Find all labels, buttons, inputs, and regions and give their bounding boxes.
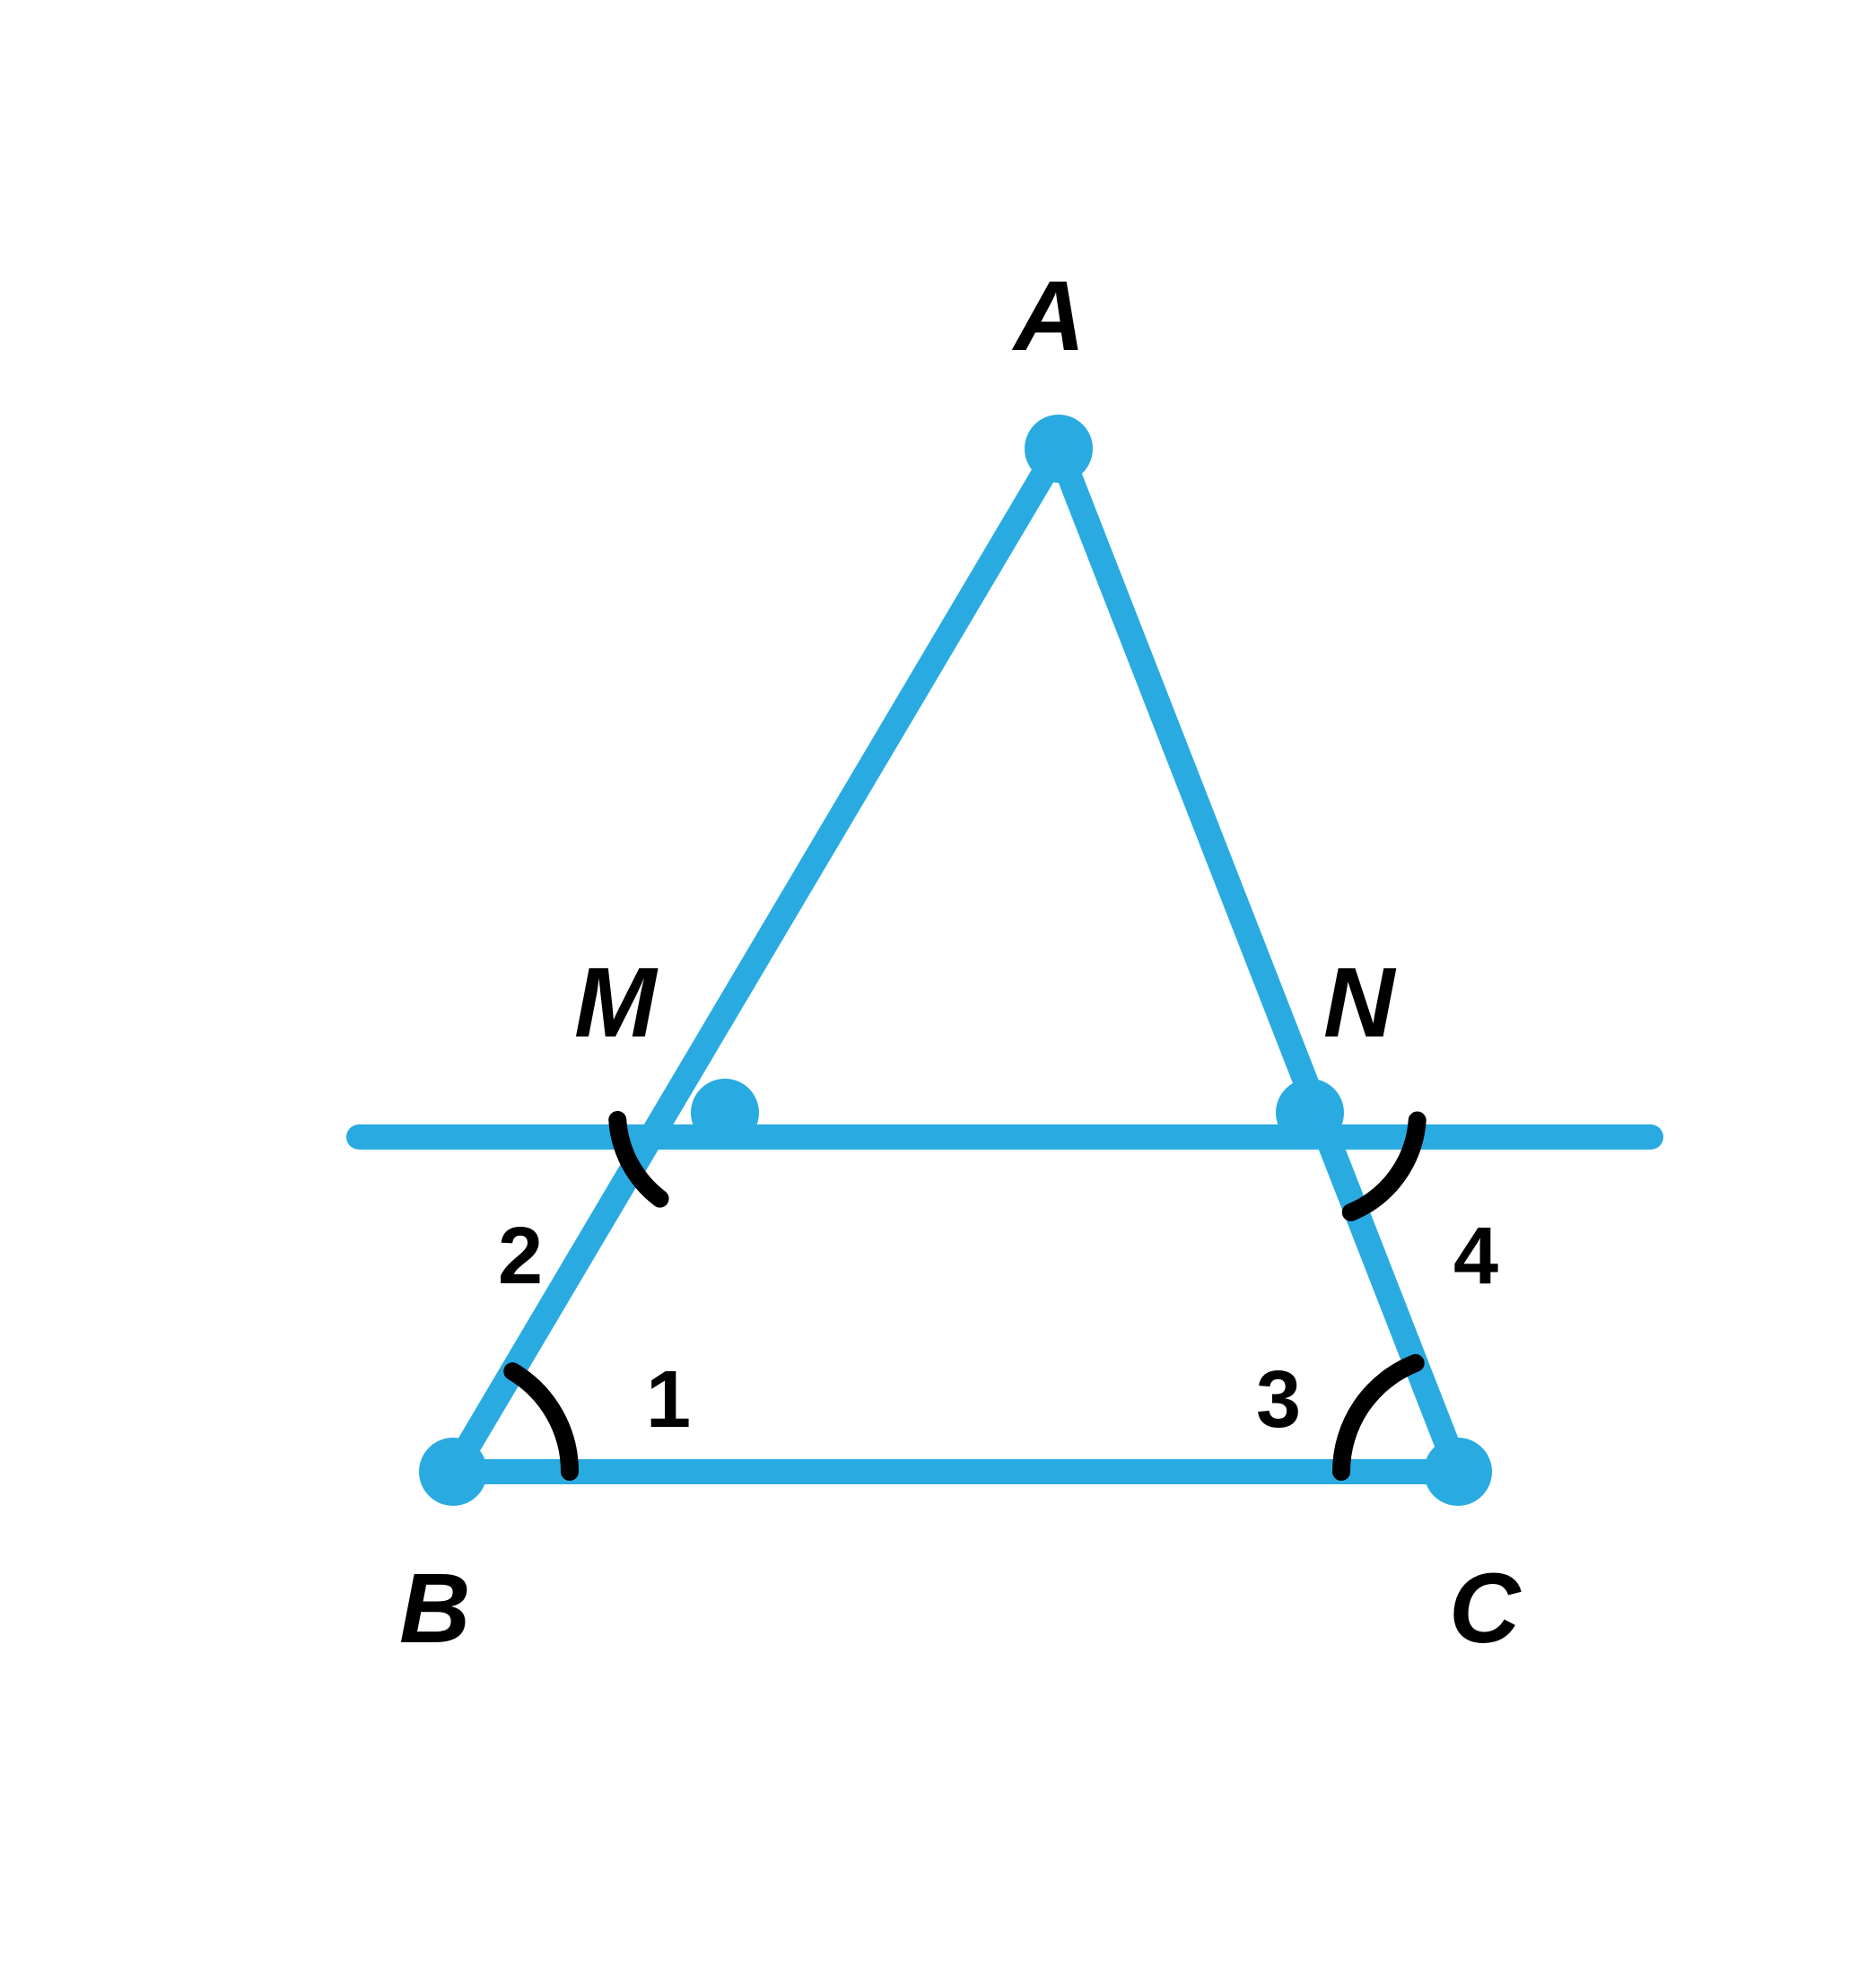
point-M bbox=[691, 1079, 759, 1147]
point-label-M: M bbox=[574, 948, 659, 1058]
geometry-diagram: A B C M N 1 2 3 4 bbox=[0, 0, 1876, 1968]
point-B bbox=[419, 1438, 487, 1506]
angle-label-1: 1 bbox=[646, 1355, 691, 1445]
diagram-background bbox=[0, 0, 1876, 1968]
angle-label-2: 2 bbox=[498, 1211, 543, 1301]
point-C bbox=[1424, 1438, 1492, 1506]
angle-label-4: 4 bbox=[1453, 1211, 1498, 1301]
point-A bbox=[1025, 415, 1093, 483]
angle-label-3: 3 bbox=[1256, 1355, 1301, 1445]
point-label-C: C bbox=[1449, 1553, 1522, 1664]
point-label-B: B bbox=[399, 1553, 470, 1664]
point-label-A: A bbox=[1011, 261, 1085, 372]
point-N bbox=[1276, 1079, 1344, 1147]
point-label-N: N bbox=[1323, 948, 1397, 1058]
